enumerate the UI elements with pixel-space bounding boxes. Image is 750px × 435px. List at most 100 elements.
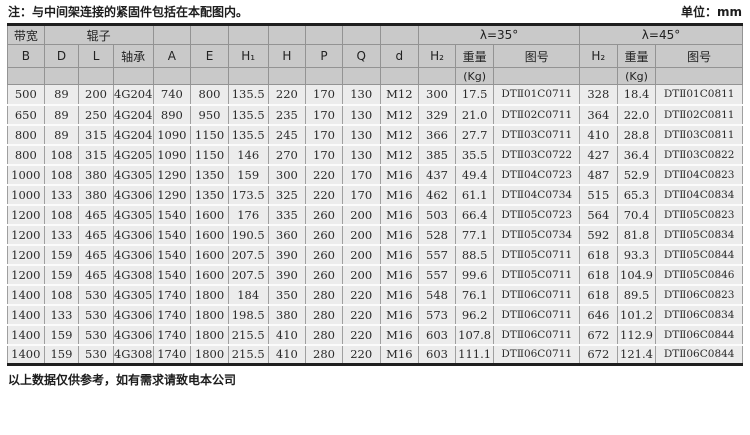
table-cell: 77.1: [454, 224, 495, 246]
group-header-lambda35: λ=35°: [418, 24, 580, 45]
table-cell: 260: [305, 264, 343, 286]
table-cell: 1800: [190, 284, 229, 306]
header-spacer: [341, 24, 381, 45]
table-cell: 1200: [7, 224, 45, 246]
header-spacer: [579, 67, 618, 85]
table-cell: 1090: [152, 144, 192, 166]
table-cell: 315: [78, 124, 114, 146]
table-cell: 111.1: [454, 344, 495, 366]
table-cell: 104.9: [616, 264, 657, 286]
table-cell: 1740: [152, 324, 192, 346]
table-cell: 200: [341, 244, 381, 266]
table-cell: 325: [267, 184, 307, 206]
table-cell: DTⅡ03C0822: [655, 144, 743, 166]
table-cell: DTⅡ05C0823: [655, 204, 743, 226]
table-row: 1400 159 530 4G308 1740 1800 215.5 410 280 220 M16…: [7, 344, 743, 366]
kg-unit-row: (Kg) (Kg): [7, 67, 743, 85]
table-cell: 27.7: [454, 124, 495, 146]
col-header-bearing: 轴承: [112, 44, 154, 68]
table-cell: 4G306: [112, 304, 154, 326]
table-cell: 1200: [7, 264, 45, 286]
table-cell: 603: [418, 344, 456, 366]
table-cell: 350: [267, 284, 307, 306]
table-cell: DTⅡ06C0823: [655, 284, 743, 306]
table-cell: 1600: [190, 244, 229, 266]
table-cell: 1350: [190, 164, 229, 186]
table-cell: 380: [78, 164, 114, 186]
table-cell: 1200: [7, 204, 45, 226]
table-cell: 1290: [152, 164, 192, 186]
table-cell: 530: [78, 344, 114, 366]
table-cell: DTⅡ06C0711: [493, 304, 580, 326]
table-cell: 1400: [7, 324, 45, 346]
table-cell: 530: [78, 284, 114, 306]
table-cell: DTⅡ02C0711: [493, 104, 580, 126]
header-spacer: [190, 24, 229, 45]
table-cell: 280: [305, 324, 343, 346]
header-spacer: [190, 67, 229, 85]
table-cell: 36.4: [616, 144, 657, 166]
table-cell: DTⅡ05C0711: [493, 264, 580, 286]
table-cell: 89.5: [616, 284, 657, 306]
note-top: 注：与中间架连接的紧固件包括在本配图内。: [8, 5, 249, 19]
table-cell: 4G306: [112, 224, 154, 246]
table-cell: DTⅡ04C0834: [655, 184, 743, 206]
unit-label: 单位：mm: [680, 5, 742, 19]
col-header-h: H: [267, 44, 307, 68]
table-cell: 4G305: [112, 164, 154, 186]
table-row: 1400 108 530 4G305 1740 1800 184 350 280 220 M16 54…: [7, 284, 743, 306]
table-row: 500 89 200 4G204 740 800 135.5 220 170 130 M12 300 1…: [7, 84, 743, 106]
table-cell: 800: [190, 84, 229, 106]
table-cell: 1400: [7, 344, 45, 366]
table-cell: 437: [418, 164, 456, 186]
table-cell: M12: [379, 84, 420, 106]
header-spacer: [379, 67, 420, 85]
col-header-p: P: [305, 44, 343, 68]
table-cell: 618: [579, 284, 618, 306]
header-spacer: [43, 67, 80, 85]
table-cell: 740: [152, 84, 192, 106]
table-cell: M16: [379, 324, 420, 346]
col-header-d: D: [43, 44, 80, 68]
table-cell: 4G306: [112, 324, 154, 346]
table-row: 1200 133 465 4G306 1540 1600 190.5 360 260 200 M16…: [7, 224, 743, 246]
table-cell: M16: [379, 224, 420, 246]
table-cell: 121.4: [616, 344, 657, 366]
table-cell: 1800: [190, 324, 229, 346]
table-cell: 170: [305, 84, 343, 106]
table-cell: 170: [341, 164, 381, 186]
table-cell: DTⅡ04C0734: [493, 184, 580, 206]
table-cell: 530: [78, 304, 114, 326]
table-cell: 1150: [190, 124, 229, 146]
table-cell: 4G306: [112, 184, 154, 206]
table-cell: 198.5: [227, 304, 269, 326]
header-spacer: [418, 67, 456, 85]
table-cell: 135.5: [227, 104, 269, 126]
table-cell: 159: [43, 324, 80, 346]
table-cell: 200: [341, 204, 381, 226]
group-header-roller: 辊子: [43, 24, 154, 45]
col-header-e: E: [190, 44, 229, 68]
table-cell: DTⅡ01C0811: [655, 84, 743, 106]
table-cell: 170: [305, 144, 343, 166]
table-cell: 603: [418, 324, 456, 346]
header-spacer: [305, 67, 343, 85]
table-cell: 300: [418, 84, 456, 106]
header-spacer: [152, 24, 192, 45]
table-cell: 1540: [152, 224, 192, 246]
table-cell: 260: [305, 244, 343, 266]
table-cell: 1800: [190, 344, 229, 366]
table-cell: 1400: [7, 304, 45, 326]
table-row: 1400 159 530 4G306 1740 1800 215.5 410 280 220 M16…: [7, 324, 743, 346]
table-cell: M16: [379, 204, 420, 226]
table-cell: DTⅡ01C0711: [493, 84, 580, 106]
table-cell: M16: [379, 264, 420, 286]
header-spacer: [112, 67, 154, 85]
header-spacer: [78, 67, 114, 85]
table-cell: 462: [418, 184, 456, 206]
col-header-figno-45: 图号: [655, 44, 743, 68]
table-cell: 530: [78, 324, 114, 346]
col-header-weight-45: 重量: [616, 44, 657, 68]
table-cell: 93.3: [616, 244, 657, 266]
table-cell: 190.5: [227, 224, 269, 246]
